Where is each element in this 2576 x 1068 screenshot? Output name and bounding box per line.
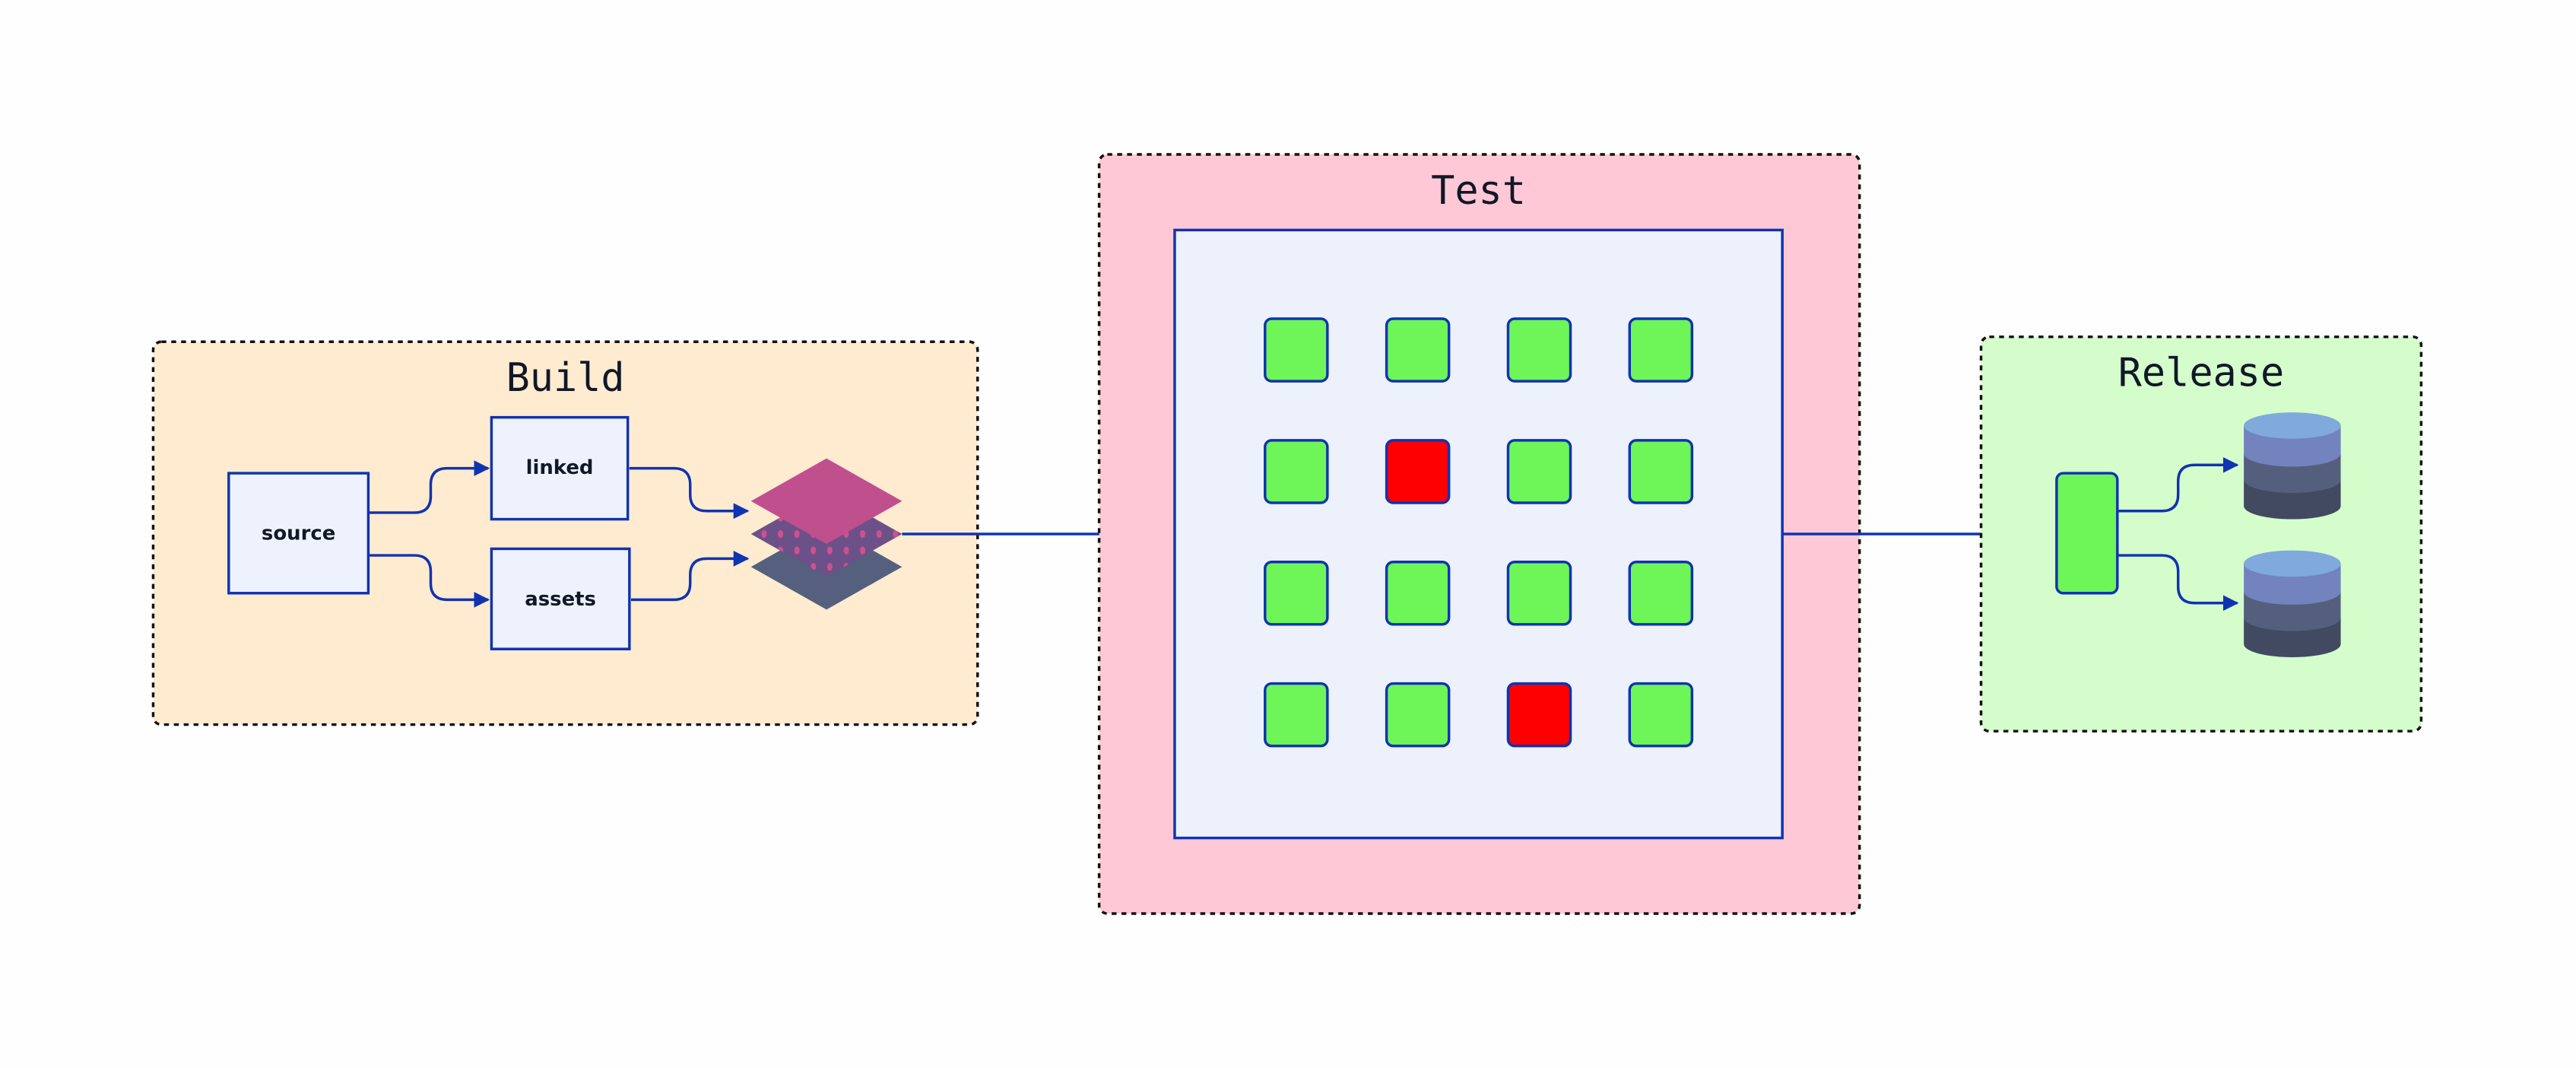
database-icon — [2244, 412, 2341, 520]
node-linked[interactable]: linked — [490, 415, 630, 521]
edge-linked-artifact — [629, 466, 750, 520]
test-result-fail[interactable] — [1506, 682, 1572, 748]
test-result-pass[interactable] — [1628, 317, 1694, 383]
test-result-pass[interactable] — [1264, 560, 1329, 626]
test-title: Test — [1431, 168, 1526, 214]
test-result-pass[interactable] — [1385, 682, 1451, 748]
release-stage: Release — [1979, 335, 2423, 733]
test-result-pass[interactable] — [1628, 682, 1694, 748]
edge-assets-artifact — [631, 551, 750, 602]
test-result-pass[interactable] — [1385, 317, 1451, 383]
build-stage: Build source linked assets — [151, 340, 979, 726]
node-source[interactable]: source — [227, 472, 370, 595]
release-gate[interactable] — [2055, 472, 2119, 595]
edge-gate-db2 — [2117, 554, 2239, 612]
test-result-fail[interactable] — [1385, 439, 1451, 504]
edge-source-assets — [368, 554, 490, 608]
svg-text:linked: linked — [526, 456, 594, 479]
test-stage: Test — [1097, 153, 1861, 915]
layers-icon — [750, 458, 903, 610]
edge-source-linked — [368, 460, 490, 514]
test-result-pass[interactable] — [1264, 317, 1329, 383]
test-result-pass[interactable] — [1506, 560, 1572, 626]
svg-text:assets: assets — [525, 588, 596, 611]
test-result-pass[interactable] — [1264, 682, 1329, 748]
test-result-pass[interactable] — [1628, 439, 1694, 504]
database-icon — [2244, 550, 2341, 657]
edge-gate-db1 — [2117, 456, 2239, 513]
svg-text:source: source — [262, 523, 335, 545]
test-result-pass[interactable] — [1628, 560, 1694, 626]
test-result-pass[interactable] — [1506, 317, 1572, 383]
build-title: Build — [506, 355, 625, 401]
test-result-pass[interactable] — [1506, 439, 1572, 504]
test-result-pass[interactable] — [1264, 439, 1329, 504]
release-title: Release — [2118, 351, 2284, 396]
test-result-pass[interactable] — [1385, 560, 1451, 626]
node-assets[interactable]: assets — [490, 547, 631, 650]
